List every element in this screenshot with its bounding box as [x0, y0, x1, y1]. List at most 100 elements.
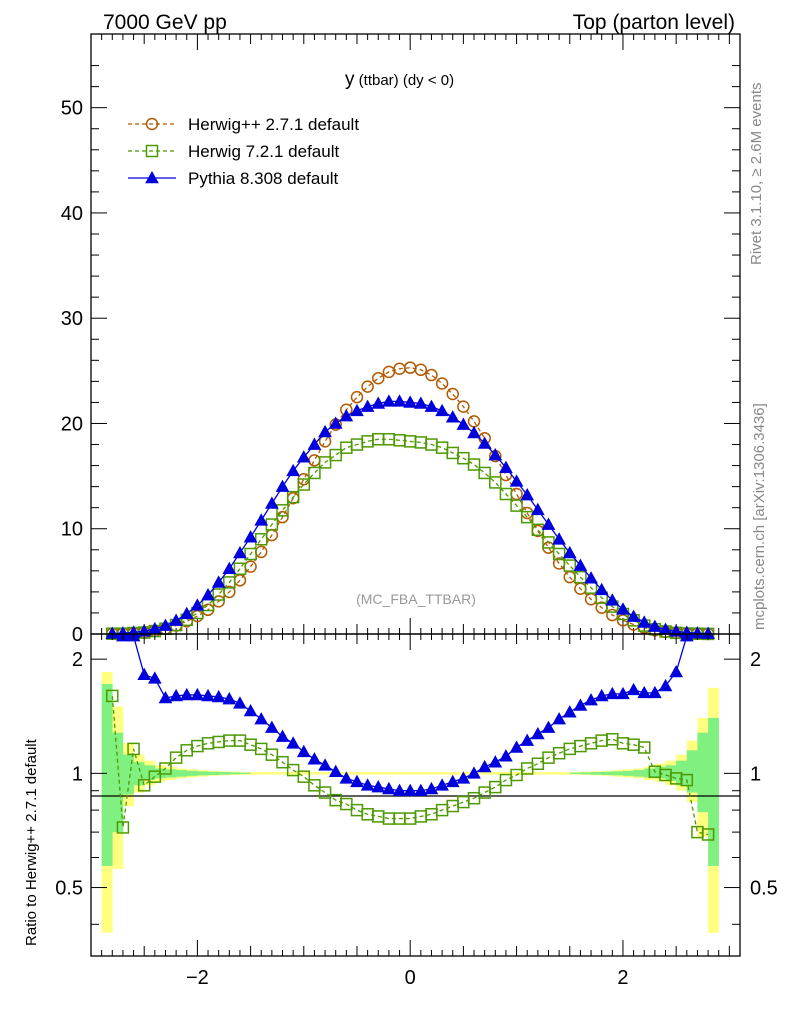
ratio-line [112, 633, 709, 792]
data-point [329, 448, 342, 462]
data-point [445, 774, 460, 788]
data-point [435, 778, 449, 791]
data-point [169, 688, 183, 702]
data-point [147, 671, 162, 684]
band-green [601, 771, 613, 776]
data-point [435, 441, 449, 454]
data-point [116, 821, 130, 834]
band-green [229, 772, 241, 775]
data-point [467, 415, 481, 428]
data-point [457, 795, 470, 809]
data-point [286, 463, 300, 477]
data-point [510, 499, 523, 512]
data-point [562, 545, 577, 559]
data-point [318, 456, 332, 469]
band-green [580, 772, 592, 775]
data-point [371, 396, 386, 409]
y-tick-label: 20 [61, 413, 83, 435]
data-point [616, 602, 630, 615]
band-central [250, 772, 570, 775]
data-point [563, 742, 577, 756]
band-green [186, 770, 198, 776]
data-point [286, 490, 300, 504]
data-point [648, 685, 662, 699]
data-point [552, 746, 566, 760]
data-point [106, 689, 119, 703]
data-point [318, 786, 332, 799]
data-point [211, 689, 226, 703]
data-point [424, 399, 439, 412]
data-point [350, 774, 364, 788]
data-point [531, 757, 545, 771]
data-point [680, 773, 694, 787]
data-point [637, 615, 652, 628]
band-green [633, 770, 645, 777]
band-green [239, 772, 251, 775]
ratio-uncertainty-bands [101, 672, 720, 933]
data-point [552, 532, 566, 545]
data-point [499, 749, 513, 762]
data-point [456, 417, 471, 430]
legend-label: Herwig 7.2.1 default [188, 142, 339, 161]
series-line [112, 438, 709, 635]
data-point [626, 609, 641, 622]
data-point [520, 510, 534, 524]
data-point [276, 504, 289, 517]
x-tick-labels: −2 0 2 [186, 967, 629, 989]
data-point [574, 570, 587, 584]
data-point [499, 460, 513, 473]
data-point [489, 780, 502, 794]
data-point [626, 682, 641, 696]
data-point [286, 763, 300, 777]
data-point [145, 117, 159, 131]
data-point [414, 363, 428, 377]
data-point [605, 593, 620, 606]
data-point [403, 783, 418, 797]
data-point [361, 380, 374, 393]
data-point [307, 437, 322, 450]
data-point [488, 755, 503, 768]
data-point [254, 712, 269, 725]
ratio-y-tick-label-right: 2 [750, 649, 761, 671]
data-point [308, 779, 321, 792]
data-point [509, 740, 524, 753]
ratio-y-tick-label-right: 1 [750, 763, 761, 785]
x-tick-label: 2 [617, 967, 628, 989]
data-point [296, 450, 311, 463]
data-point [244, 547, 257, 561]
data-point [382, 394, 396, 407]
data-point [392, 394, 407, 407]
data-point [562, 705, 577, 718]
data-point [584, 737, 598, 750]
band-green [569, 772, 581, 775]
data-point [594, 688, 609, 702]
band-green [697, 732, 709, 813]
data-point [541, 517, 556, 530]
data-point [605, 686, 620, 700]
data-point [382, 781, 396, 795]
data-point [328, 764, 343, 778]
data-point [254, 545, 268, 559]
ratio-plot-panel: 0.5 0.5 1 1 2 2 −2 0 2 Ratio to Herwig++ 2.7.1 … [23, 629, 778, 989]
band-green [197, 771, 209, 776]
data-point [233, 562, 247, 575]
band-green [591, 772, 602, 775]
data-point [201, 588, 215, 601]
header-left: 7000 GeV pp [103, 11, 227, 34]
data-point [276, 510, 289, 524]
data-point [190, 687, 205, 701]
data-point [424, 781, 439, 795]
data-point [541, 720, 556, 733]
data-point [467, 425, 481, 439]
band-green [112, 732, 124, 833]
data-point [350, 390, 364, 404]
data-point [286, 736, 300, 749]
data-point [318, 435, 332, 448]
data-point [520, 733, 535, 746]
ratio-line [111, 695, 709, 836]
data-point [145, 144, 159, 158]
data-point [510, 768, 523, 782]
band-green [133, 762, 145, 786]
data-point [222, 561, 237, 575]
main-axis-ticks [90, 34, 740, 635]
